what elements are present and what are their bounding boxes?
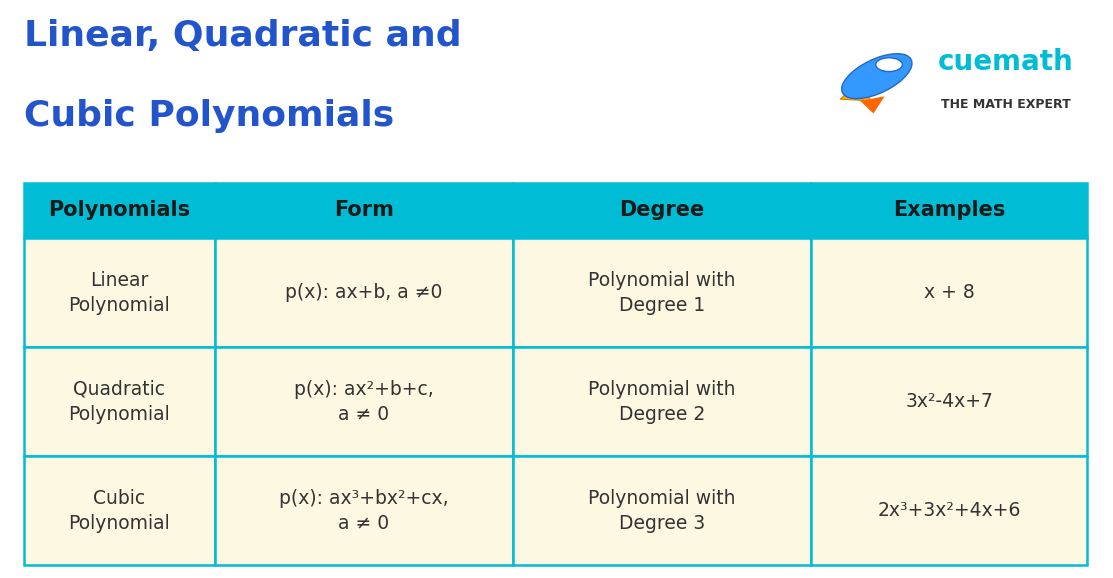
FancyBboxPatch shape [23, 456, 215, 565]
Text: Polynomial with
Degree 2: Polynomial with Degree 2 [588, 380, 736, 424]
Text: Polynomial with
Degree 3: Polynomial with Degree 3 [588, 488, 736, 532]
FancyBboxPatch shape [215, 238, 513, 347]
FancyBboxPatch shape [810, 456, 1087, 565]
FancyBboxPatch shape [23, 347, 215, 456]
FancyBboxPatch shape [513, 456, 810, 565]
Text: Polynomials: Polynomials [48, 201, 190, 220]
Text: Polynomial with
Degree 1: Polynomial with Degree 1 [588, 271, 736, 314]
FancyBboxPatch shape [215, 347, 513, 456]
Text: p(x): ax²+b+c,
a ≠ 0: p(x): ax²+b+c, a ≠ 0 [294, 380, 434, 424]
FancyBboxPatch shape [810, 183, 1087, 238]
Text: Linear
Polynomial: Linear Polynomial [68, 271, 170, 314]
FancyBboxPatch shape [513, 183, 810, 238]
Text: Form: Form [334, 201, 394, 220]
Text: Linear, Quadratic and: Linear, Quadratic and [23, 18, 461, 53]
Text: p(x): ax³+bx²+cx,
a ≠ 0: p(x): ax³+bx²+cx, a ≠ 0 [279, 488, 449, 532]
Text: THE MATH EXPERT: THE MATH EXPERT [942, 98, 1071, 112]
Circle shape [876, 58, 903, 72]
Text: 3x²-4x+7: 3x²-4x+7 [905, 392, 993, 411]
Text: Examples: Examples [893, 201, 1005, 220]
Text: Cubic
Polynomial: Cubic Polynomial [68, 488, 170, 532]
Ellipse shape [841, 54, 912, 99]
Text: Degree: Degree [619, 201, 705, 220]
Polygon shape [860, 97, 885, 113]
Text: cuemath: cuemath [938, 48, 1074, 76]
Text: Cubic Polynomials: Cubic Polynomials [23, 99, 394, 133]
Text: x + 8: x + 8 [924, 283, 975, 302]
Text: Quadratic
Polynomial: Quadratic Polynomial [68, 380, 170, 424]
FancyBboxPatch shape [215, 456, 513, 565]
FancyBboxPatch shape [513, 347, 810, 456]
Text: p(x): ax+b, a ≠0: p(x): ax+b, a ≠0 [285, 283, 443, 302]
FancyBboxPatch shape [513, 238, 810, 347]
FancyBboxPatch shape [810, 347, 1087, 456]
FancyBboxPatch shape [810, 238, 1087, 347]
Text: 2x³+3x²+4x+6: 2x³+3x²+4x+6 [877, 501, 1021, 520]
FancyBboxPatch shape [215, 183, 513, 238]
FancyBboxPatch shape [23, 183, 215, 238]
Polygon shape [840, 82, 871, 101]
FancyBboxPatch shape [23, 238, 215, 347]
